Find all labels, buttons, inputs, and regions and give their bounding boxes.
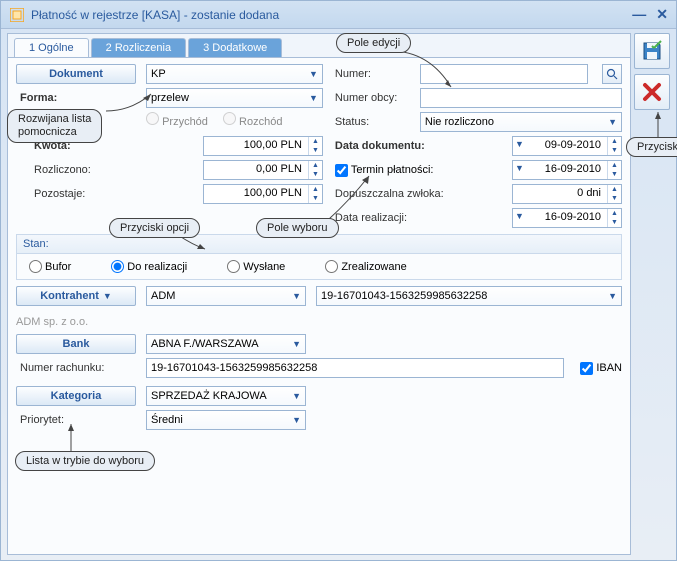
iban-checkbox[interactable]: IBAN <box>580 362 622 375</box>
kategoria-value: SPRZEDAŻ KRAJOWA <box>151 390 267 402</box>
nr-rachunku-input[interactable] <box>146 358 564 378</box>
content-area: 1 Ogólne 2 Rozliczenia 3 Dodatkowe Dokum… <box>7 33 631 555</box>
titlebar: Płatność w rejestrze [KASA] - zostanie d… <box>1 1 676 29</box>
adm-text: ADM sp. z o.o. <box>16 310 622 334</box>
zwoka-value: 0 dni <box>513 185 607 203</box>
tab-ogolne[interactable]: 1 Ogólne <box>14 38 89 57</box>
kontrahent-account-combo[interactable]: 19-16701043-1563259985632258 ▼ <box>316 286 622 306</box>
rozliczono-value: 0,00 PLN <box>204 161 308 179</box>
przychod-rozchod-group: Przychód Rozchód <box>146 112 294 128</box>
numer-label: Numer: <box>335 68 410 80</box>
tab-rozliczenia[interactable]: 2 Rozliczenia <box>91 38 186 57</box>
chevron-down-icon: ▼ <box>292 339 301 349</box>
przychod-radio[interactable]: Przychód <box>146 116 208 128</box>
numer-obcy-label: Numer obcy: <box>335 92 410 104</box>
kontrahent-button[interactable]: Kontrahent ▼ <box>16 286 136 306</box>
chevron-down-icon: ▼ <box>513 161 526 179</box>
callout-pole-wyboru: Pole wyboru <box>256 218 339 238</box>
stan-dorealizacji-radio[interactable]: Do realizacji <box>111 260 187 273</box>
chevron-down-icon: ▼ <box>513 209 526 227</box>
forma-value: przelew <box>151 92 189 104</box>
callout-przyciski-opcji: Przyciski opcji <box>109 218 200 238</box>
realizacja-label: Data realizacji: <box>335 212 470 224</box>
rozliczono-label: Rozliczono: <box>16 164 136 176</box>
chevron-down-icon: ▼ <box>309 69 318 79</box>
chevron-down-icon: ▼ <box>103 291 112 301</box>
dokument-combo[interactable]: KP ▼ <box>146 64 323 84</box>
zwoka-label: Dopuszczalna zwłoka: <box>335 188 470 200</box>
kategoria-button[interactable]: Kategoria <box>16 386 136 406</box>
kwota-value: 100,00 PLN <box>204 137 308 155</box>
rozchod-radio[interactable]: Rozchód <box>223 116 282 128</box>
kwota-input[interactable]: 100,00 PLN ▲▼ <box>203 136 323 156</box>
termin-value: 16-09-2010 <box>526 161 607 179</box>
numer-obcy-input[interactable] <box>420 88 622 108</box>
stan-wyslane-radio[interactable]: Wysłane <box>227 260 285 273</box>
stan-box: Stan: Bufor Do realizacji Wysłane Zreali… <box>16 234 622 280</box>
forma-combo[interactable]: przelew ▼ <box>146 88 323 108</box>
chevron-down-icon: ▼ <box>292 391 301 401</box>
realizacja-input[interactable]: ▼ 16-09-2010 ▲▼ <box>512 208 622 228</box>
chevron-down-icon: ▼ <box>608 291 617 301</box>
kontrahent-account: 19-16701043-1563259985632258 <box>321 290 487 302</box>
dokument-value: KP <box>151 68 166 80</box>
dokument-button[interactable]: Dokument <box>16 64 136 84</box>
bank-combo[interactable]: ABNA F./WARSZAWA ▼ <box>146 334 306 354</box>
kategoria-combo[interactable]: SPRZEDAŻ KRAJOWA ▼ <box>146 386 306 406</box>
chevron-down-icon: ▼ <box>292 415 301 425</box>
pozostaje-value: 100,00 PLN <box>204 185 308 203</box>
data-dokumentu-label: Data dokumentu: <box>335 140 470 152</box>
stan-zrealizowane-radio[interactable]: Zrealizowane <box>325 260 406 273</box>
chevron-down-icon: ▼ <box>309 93 318 103</box>
window-icon <box>9 7 25 23</box>
priorytet-label: Priorytet: <box>16 414 136 426</box>
right-action-panel <box>634 33 670 115</box>
window-title: Płatność w rejestrze [KASA] - zostanie d… <box>31 8 632 22</box>
chevron-down-icon: ▼ <box>608 117 617 127</box>
realizacja-value: 16-09-2010 <box>526 209 607 227</box>
termin-platnosci-checkbox[interactable]: Termin płatności: <box>335 164 470 177</box>
zwoka-input[interactable]: 0 dni ▲▼ <box>512 184 622 204</box>
stan-bufor-radio[interactable]: Bufor <box>29 260 71 273</box>
cancel-button[interactable] <box>634 74 670 110</box>
data-dokumentu-input[interactable]: ▼ 09-09-2010 ▲▼ <box>512 136 622 156</box>
pozostaje-label: Pozostaje: <box>16 188 136 200</box>
numer-input[interactable] <box>420 64 588 84</box>
save-button[interactable] <box>634 33 670 69</box>
close-button[interactable]: ✕ <box>656 6 668 23</box>
priorytet-combo[interactable]: Średni ▼ <box>146 410 306 430</box>
pozostaje-input[interactable]: 100,00 PLN ▲▼ <box>203 184 323 204</box>
forma-label: Forma: <box>16 92 136 104</box>
kontrahent-name-combo[interactable]: ADM ▼ <box>146 286 306 306</box>
status-combo[interactable]: Nie rozliczono ▼ <box>420 112 622 132</box>
chevron-down-icon: ▼ <box>513 137 526 155</box>
bank-button[interactable]: Bank <box>16 334 136 354</box>
callout-pole-edycji: Pole edycji <box>336 33 411 53</box>
callout-lista-trybie: Lista w trybie do wyboru <box>15 451 155 471</box>
bank-value: ABNA F./WARSZAWA <box>151 338 259 350</box>
status-value: Nie rozliczono <box>425 116 494 128</box>
minimize-button[interactable]: — <box>632 6 646 23</box>
tab-dodatkowe[interactable]: 3 Dodatkowe <box>188 38 282 57</box>
chevron-down-icon: ▼ <box>292 291 301 301</box>
callout-przyciski: Przyciski <box>626 137 677 157</box>
rozliczono-input[interactable]: 0,00 PLN ▲▼ <box>203 160 323 180</box>
callout-rozwijana-lista: Rozwijana lista pomocnicza <box>7 109 102 143</box>
status-label: Status: <box>335 116 410 128</box>
tabs: 1 Ogólne 2 Rozliczenia 3 Dodatkowe <box>8 34 630 58</box>
termin-input[interactable]: ▼ 16-09-2010 ▲▼ <box>512 160 622 180</box>
data-dokumentu-value: 09-09-2010 <box>526 137 607 155</box>
termin-label: Termin płatności: <box>351 164 434 176</box>
priorytet-value: Średni <box>151 414 183 426</box>
nr-rachunku-label: Numer rachunku: <box>16 362 136 374</box>
kontrahent-name: ADM <box>151 290 175 302</box>
search-button[interactable] <box>602 64 622 84</box>
